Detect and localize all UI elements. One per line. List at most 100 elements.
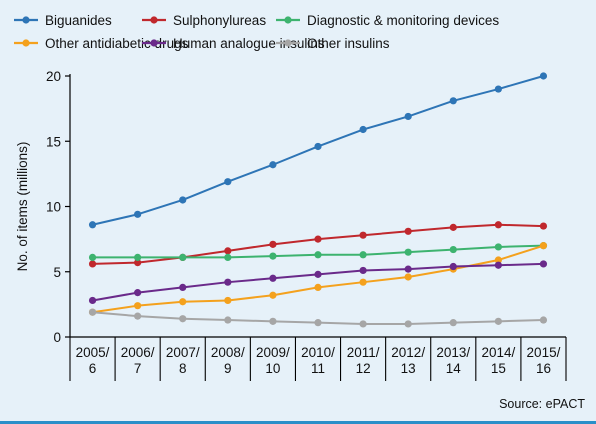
data-point <box>404 320 412 328</box>
series-diagnostic-monitoring-devices <box>88 242 548 261</box>
x-tick-label: 2013/14 <box>436 345 470 376</box>
data-point <box>359 266 367 275</box>
legend-label: Human analogue insulins <box>173 36 325 51</box>
data-point <box>404 273 412 281</box>
data-point <box>134 289 142 297</box>
legend-swatch-marker <box>22 39 30 47</box>
data-point <box>314 251 322 259</box>
data-point <box>494 85 502 93</box>
legend-label: Other insulins <box>307 36 390 51</box>
data-point <box>88 260 97 268</box>
data-point <box>359 231 367 239</box>
data-point <box>494 261 502 269</box>
x-tick-label: 2008/9 <box>211 345 245 376</box>
legend-label: Diagnostic & monitoring devices <box>307 13 499 28</box>
data-point <box>539 72 548 80</box>
legend-swatch-marker <box>284 16 292 24</box>
y-tick-label: 0 <box>53 330 61 345</box>
series-biguanides <box>88 72 548 229</box>
x-tick-label: 2015/16 <box>527 345 561 376</box>
x-tick-label: 2010/11 <box>301 345 335 376</box>
data-point <box>269 161 277 169</box>
data-point <box>494 317 502 325</box>
x-tick-label: 2005/6 <box>76 345 110 376</box>
source-note: Source: ePACT <box>499 397 585 411</box>
data-point <box>88 308 97 316</box>
data-point <box>179 196 187 204</box>
data-point <box>134 210 142 218</box>
y-axis-title: No. of items (millions) <box>15 142 30 272</box>
legend-swatch-marker <box>284 39 292 47</box>
data-point <box>314 142 322 151</box>
data-point <box>494 221 502 229</box>
data-point <box>314 283 322 292</box>
data-point <box>134 312 142 320</box>
x-tick-label: 2012/13 <box>391 345 425 376</box>
plot-area <box>88 72 548 328</box>
data-point <box>269 240 277 248</box>
data-point <box>404 248 412 256</box>
data-point <box>224 178 232 186</box>
y-tick-label: 20 <box>46 69 61 84</box>
data-point <box>269 291 277 299</box>
data-point <box>449 223 457 231</box>
legend-item-diagnostic-monitoring-devices: Diagnostic & monitoring devices <box>276 13 499 28</box>
x-tick-label: 2009/10 <box>256 345 290 376</box>
data-point <box>539 316 548 324</box>
data-point <box>404 227 412 235</box>
data-point <box>449 245 457 254</box>
data-point <box>539 260 548 268</box>
data-point <box>449 319 457 327</box>
x-tick-label: 2007/8 <box>166 345 200 376</box>
x-tick-label: 2014/15 <box>481 345 515 376</box>
data-point <box>179 253 187 261</box>
data-point <box>224 278 232 286</box>
data-point <box>539 242 548 250</box>
data-point <box>88 221 97 229</box>
data-point <box>224 247 232 255</box>
data-point <box>494 256 502 264</box>
y-tick-label: 5 <box>53 265 61 280</box>
data-point <box>224 316 232 324</box>
data-point <box>539 222 548 230</box>
data-point <box>449 97 457 105</box>
series-sulphonylureas <box>88 221 548 268</box>
legend-item-biguanides: Biguanides <box>14 13 112 28</box>
data-point <box>179 298 187 306</box>
y-tick-label: 15 <box>46 134 61 149</box>
series-human-analogue-insulins <box>88 260 548 305</box>
data-point <box>314 235 322 243</box>
data-point <box>269 274 277 282</box>
data-point <box>359 320 367 328</box>
data-point <box>224 253 232 261</box>
legend-label: Biguanides <box>45 13 112 28</box>
data-point <box>179 283 187 292</box>
data-point <box>314 319 322 327</box>
y-tick-label: 10 <box>46 200 61 215</box>
series-line <box>92 262 544 302</box>
legend-label: Other antidiabetic drugs <box>45 36 189 51</box>
data-point <box>88 253 97 261</box>
data-point <box>449 262 457 271</box>
x-tick-label: 2006/7 <box>121 345 155 376</box>
data-point <box>359 278 367 286</box>
data-point <box>134 302 142 310</box>
legend-swatch-marker <box>150 16 158 24</box>
legend-item-sulphonylureas: Sulphonylureas <box>142 13 266 28</box>
legend: Biguanides Other antidiabetic drugs Sulpho… <box>14 13 499 51</box>
data-point <box>88 296 97 305</box>
data-point <box>314 270 322 278</box>
data-point <box>359 251 367 259</box>
series-other-insulins <box>88 308 548 328</box>
data-point <box>359 125 367 134</box>
data-point <box>494 243 502 251</box>
legend-swatch-marker <box>22 16 30 24</box>
data-point <box>269 252 277 260</box>
legend-label: Sulphonylureas <box>173 13 266 28</box>
data-point <box>269 317 277 325</box>
data-point <box>404 265 412 273</box>
series-line <box>92 75 544 226</box>
data-point <box>134 253 142 261</box>
